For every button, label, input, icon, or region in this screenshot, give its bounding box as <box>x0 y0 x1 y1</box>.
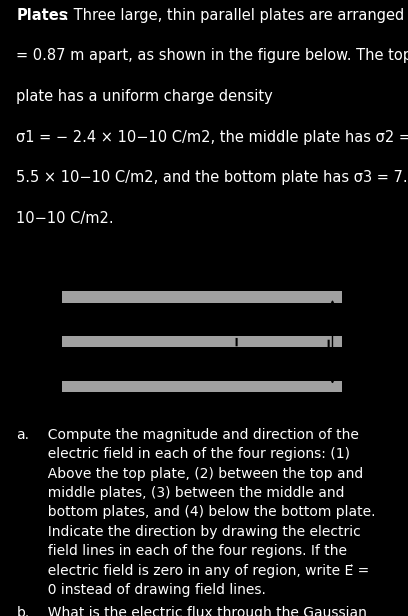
Text: 5.5 × 10−10 C/m2, and the bottom plate has σ3 = 7.2 ×: 5.5 × 10−10 C/m2, and the bottom plate h… <box>16 170 408 185</box>
Text: 0 instead of drawing field lines.: 0 instead of drawing field lines. <box>39 583 266 597</box>
Text: h: h <box>342 337 349 347</box>
Text: field lines in each of the four regions. If the: field lines in each of the four regions.… <box>39 544 347 558</box>
Text: d: d <box>108 358 116 371</box>
Bar <box>62 291 342 302</box>
Text: 1: 1 <box>169 271 177 285</box>
Text: middle plates, (3) between the middle and: middle plates, (3) between the middle an… <box>39 486 344 500</box>
Text: b.: b. <box>16 606 29 616</box>
Text: σ₁: σ₁ <box>38 291 51 304</box>
Text: r: r <box>290 303 295 313</box>
Text: What is the electric flux through the Gaussian: What is the electric flux through the Ga… <box>39 606 367 616</box>
Bar <box>62 381 342 392</box>
Text: a.: a. <box>16 428 29 442</box>
Bar <box>62 336 342 347</box>
Text: Indicate the direction by drawing the electric: Indicate the direction by drawing the el… <box>39 525 361 539</box>
Text: 3: 3 <box>169 358 177 371</box>
Text: electric field is zero in any of region, write E⃗ =: electric field is zero in any of region,… <box>39 564 369 578</box>
Text: Plates: Plates <box>16 8 68 23</box>
Text: 2: 2 <box>169 313 177 326</box>
Text: σ₃: σ₃ <box>38 380 51 393</box>
Text: 10−10 C/m2.: 10−10 C/m2. <box>16 211 114 225</box>
Text: bottom plates, and (4) below the bottom plate.: bottom plates, and (4) below the bottom … <box>39 505 375 519</box>
Text: σ₂: σ₂ <box>38 335 51 349</box>
Text: : Three large, thin parallel plates are arranged d: : Three large, thin parallel plates are … <box>64 8 408 23</box>
Text: d: d <box>108 313 116 326</box>
Text: electric field in each of the four regions: (1): electric field in each of the four regio… <box>39 447 350 461</box>
Text: 4: 4 <box>169 399 177 413</box>
Text: plate has a uniform charge density: plate has a uniform charge density <box>16 89 273 104</box>
Text: Above the top plate, (2) between the top and: Above the top plate, (2) between the top… <box>39 466 363 480</box>
Text: Compute the magnitude and direction of the: Compute the magnitude and direction of t… <box>39 428 359 442</box>
Text: = 0.87 m apart, as shown in the figure below. The top: = 0.87 m apart, as shown in the figure b… <box>16 49 408 63</box>
Text: σ1 = − 2.4 × 10−10 C/m2, the middle plate has σ2 =: σ1 = − 2.4 × 10−10 C/m2, the middle plat… <box>16 129 408 145</box>
